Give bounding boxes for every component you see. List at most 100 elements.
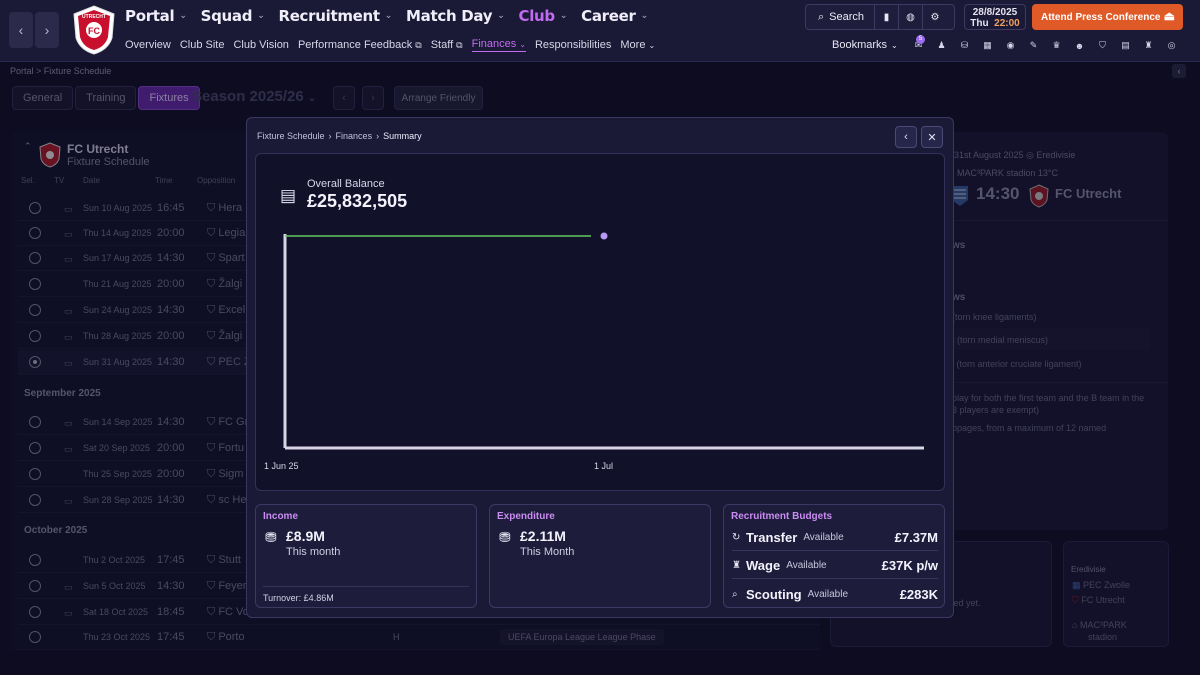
game-date[interactable]: 28/8/2025 Thu 22:00 <box>964 4 1026 30</box>
globe-icon[interactable]: ◎ <box>1167 40 1176 50</box>
competition-icon[interactable]: ♜ <box>1144 40 1153 50</box>
select-radio[interactable] <box>29 631 41 643</box>
bookmark-button[interactable]: ▮ <box>875 5 900 29</box>
finances-icon[interactable]: ⛁ <box>960 40 969 50</box>
select-radio[interactable] <box>29 330 41 342</box>
trophy-icon[interactable]: ♛ <box>1052 40 1061 50</box>
subnav-performance-feedback[interactable]: Performance Feedback ⧉ <box>298 38 422 52</box>
select-radio[interactable] <box>29 554 41 566</box>
tab-general[interactable]: General <box>12 86 74 110</box>
tactics-icon[interactable]: ♟ <box>937 40 946 50</box>
attend-press-conference-button[interactable]: Attend Press Conference ⏏ <box>1032 4 1183 30</box>
tab-training[interactable]: Training <box>75 86 137 110</box>
fixture-row[interactable]: Thu 23 Oct 2025 17:45 ⛉ Porto H UEFA Europa … <box>18 625 820 650</box>
fixture-opposition[interactable]: ⛉ Žalgi <box>207 278 242 291</box>
fm-button[interactable]: ◍ <box>899 5 924 29</box>
subnav-finances[interactable]: Finances ⌄ <box>471 38 526 52</box>
fixture-opposition[interactable]: ⛉ Hera <box>207 202 242 215</box>
tv-icon: ▭ <box>64 204 73 214</box>
fixture-opposition[interactable]: ⛉ Legia <box>207 227 245 240</box>
fixture-opposition[interactable]: ⛉ Porto <box>207 631 245 644</box>
forward-button[interactable]: › <box>35 12 59 48</box>
select-radio[interactable] <box>29 304 41 316</box>
nav-squad[interactable]: Squad ⌄ <box>200 7 265 25</box>
select-radio[interactable] <box>29 202 41 214</box>
select-radio[interactable] <box>29 442 41 454</box>
nav-career[interactable]: Career ⌄ <box>581 7 648 25</box>
nav-club[interactable]: Club ⌄ <box>518 7 568 25</box>
projection-point[interactable] <box>600 232 608 240</box>
balance-line-chart[interactable]: 1 Jun 25 1 Jul <box>256 154 946 492</box>
select-radio[interactable] <box>29 416 41 428</box>
fixture-opposition[interactable]: ⛉ Žalgi <box>207 330 242 343</box>
collapse-icon[interactable]: ⌃ <box>24 141 32 151</box>
table-icon[interactable]: ▤ <box>1121 40 1130 50</box>
inbox-icon[interactable]: ✉ <box>914 40 923 50</box>
fixture-opposition[interactable]: ⛉ PEC Z <box>207 356 251 369</box>
budget-row-scouting[interactable]: ⌕ Scouting Available £283K <box>732 581 938 607</box>
club-crest-icon[interactable]: FC UTRECHT <box>70 4 118 56</box>
fixture-opposition[interactable]: ⛉ FC Gr <box>207 416 248 429</box>
fixture-opposition[interactable]: ⛉ sc He <box>207 494 246 507</box>
back-button[interactable]: ‹ <box>9 12 33 48</box>
select-radio[interactable] <box>29 278 41 290</box>
column-header-sel[interactable]: Sel. <box>21 176 35 185</box>
scouting-icon[interactable]: ◉ <box>1006 40 1015 50</box>
arrange-friendly-button[interactable]: Arrange Friendly <box>394 86 483 110</box>
budget-row-wage[interactable]: ♜ Wage Available £37K p/w <box>732 553 938 579</box>
fixture-opposition[interactable]: ⛉ Excel <box>207 304 245 317</box>
training-icon[interactable]: ✎ <box>1029 40 1038 50</box>
column-header-date[interactable]: Date <box>83 176 100 185</box>
select-radio[interactable] <box>29 606 41 618</box>
select-radio[interactable] <box>29 252 41 264</box>
fixture-opposition[interactable]: ⛉ Feyer <box>207 580 246 593</box>
venue-label: MAC³PARK <box>1079 620 1127 630</box>
fixture-opposition[interactable]: ⛉ Fortu <box>207 442 244 455</box>
select-radio[interactable] <box>29 494 41 506</box>
select-radio[interactable] <box>29 468 41 480</box>
crumb-fixture-schedule[interactable]: Fixture Schedule <box>257 131 325 141</box>
collapse-panel-button[interactable]: ‹ <box>1172 64 1186 78</box>
season-selector[interactable]: Season 2025/26 ⌄ <box>192 88 316 105</box>
previous-season-button[interactable]: ‹ <box>333 86 355 110</box>
rule-text: 3 players are exempt) <box>952 405 1040 415</box>
nav-recruitment[interactable]: Recruitment ⌄ <box>278 7 393 25</box>
column-header-opposition[interactable]: Opposition <box>197 176 236 185</box>
select-radio[interactable] <box>29 580 41 592</box>
crumb-finances[interactable]: Finances <box>335 131 373 141</box>
subnav-more[interactable]: More ⌄ <box>620 38 655 52</box>
column-header-time[interactable]: Time <box>155 176 173 185</box>
calendar-icon[interactable]: ▦ <box>983 40 992 50</box>
fixture-opposition[interactable]: ⛉ FC Vo <box>207 606 249 619</box>
nav-match-day[interactable]: Match Day ⌄ <box>406 7 505 25</box>
income-card[interactable]: Income ⛃ £8.9M This month Turnover: £4.8… <box>255 504 477 608</box>
tab-fixtures[interactable]: Fixtures <box>138 86 200 110</box>
fixture-opposition[interactable]: ⛉ Spart <box>207 252 245 265</box>
bookmarks-menu[interactable]: Bookmarks ⌄ <box>832 39 898 51</box>
next-season-button[interactable]: › <box>362 86 384 110</box>
fixture-row[interactable]: ▭ Sat 18 Oct 2025 18:45 ⛉ FC Vo <box>18 600 820 625</box>
dialog-close-button[interactable]: ✕ <box>921 126 943 148</box>
breadcrumb[interactable]: Portal > Fixture Schedule <box>10 66 112 76</box>
recruitment-budgets-card[interactable]: Recruitment Budgets ↻ Transfer Available… <box>723 504 945 608</box>
dialog-back-button[interactable]: ‹ <box>895 126 917 148</box>
subnav-staff[interactable]: Staff ⧉ <box>431 38 463 52</box>
column-header-tv[interactable]: TV <box>54 176 65 185</box>
subnav-club-vision[interactable]: Club Vision <box>233 39 289 51</box>
nav-portal[interactable]: Portal ⌄ <box>125 7 187 25</box>
squad-icon[interactable]: ☻ <box>1074 40 1085 51</box>
budget-row-transfer[interactable]: ↻ Transfer Available £7.37M <box>732 525 938 551</box>
fixture-opposition[interactable]: ⛉ Stutt <box>207 554 241 567</box>
subnav-club-site[interactable]: Club Site <box>179 39 225 51</box>
subnav-overview[interactable]: Overview <box>125 39 171 51</box>
shield-icon[interactable]: ⛉ <box>1099 40 1106 50</box>
search-button[interactable]: ⌕ Search <box>806 5 876 29</box>
fixture-opposition[interactable]: ⛉ Sigm <box>207 468 243 481</box>
team-name: FC Utrecht <box>67 142 129 156</box>
select-radio[interactable] <box>29 356 41 368</box>
expenditure-card[interactable]: Expenditure ⛃ £2.11M This Month <box>489 504 711 608</box>
subnav-responsibilities[interactable]: Responsibilities <box>534 39 612 51</box>
settings-button[interactable]: ⚙ <box>923 5 947 29</box>
select-radio[interactable] <box>29 227 41 239</box>
fixture-date: Thu 28 Aug 2025 <box>83 331 152 341</box>
